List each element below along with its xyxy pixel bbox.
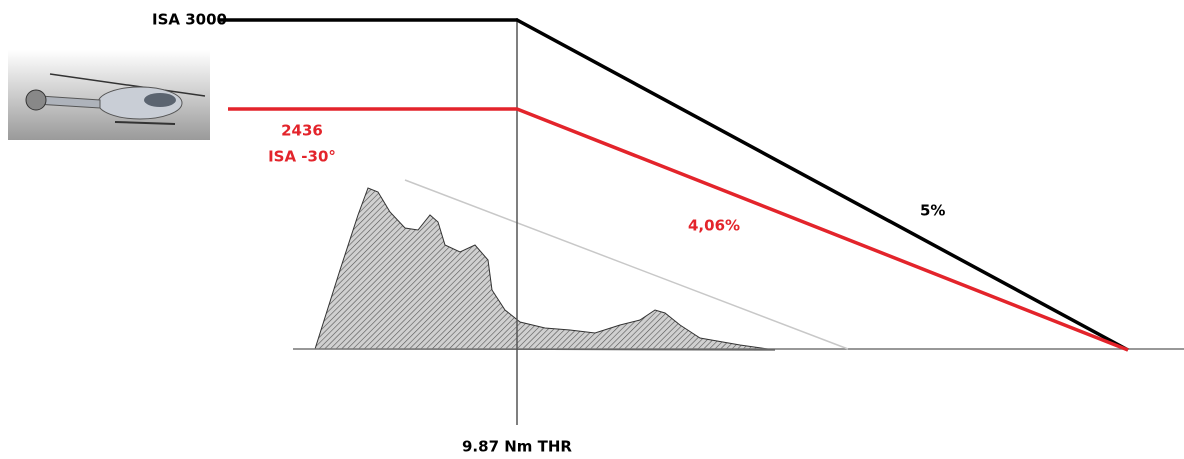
label-gradient-high: 5% bbox=[920, 202, 945, 220]
skid bbox=[114, 121, 176, 125]
label-isa-3000: ISA 3000 bbox=[152, 11, 227, 29]
helicopter-image bbox=[8, 50, 210, 140]
profile-isa-cold bbox=[228, 107, 1129, 352]
rotor bbox=[49, 73, 206, 97]
tail-rotor bbox=[25, 89, 47, 111]
label-gradient-low: 4,06% bbox=[688, 217, 740, 235]
label-threshold: 9.87 Nm THR bbox=[462, 438, 572, 456]
profile-isa bbox=[220, 18, 1129, 352]
cockpit bbox=[144, 93, 176, 107]
obstacle-slope bbox=[404, 179, 849, 350]
label-altitude: 2436 bbox=[281, 122, 323, 140]
terrain bbox=[314, 187, 776, 351]
label-isa-cold: ISA -30° bbox=[268, 148, 336, 166]
